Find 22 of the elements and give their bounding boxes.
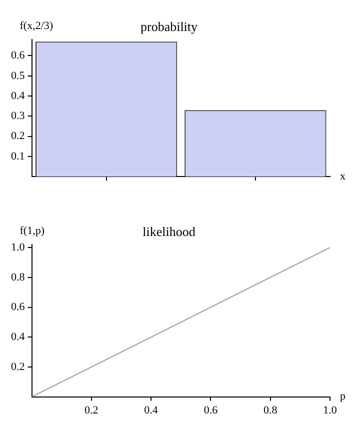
x-tick-label: 0.2 bbox=[84, 404, 98, 416]
y-tick-label: 0.6 bbox=[11, 50, 26, 62]
y-tick-label: 0.3 bbox=[11, 110, 26, 122]
y-tick-label: 0.8 bbox=[11, 271, 26, 284]
chart-title: probability bbox=[140, 19, 198, 34]
x-axis-title: p bbox=[340, 390, 346, 403]
y-axis-title: f(x,2/3) bbox=[20, 20, 54, 32]
y-tick-label: 0.1 bbox=[11, 150, 25, 162]
y-tick-label: 0.5 bbox=[11, 70, 26, 82]
chart-title: likelihood bbox=[142, 224, 196, 240]
y-tick-label: 1.0 bbox=[11, 241, 26, 254]
x-tick-label: 0.6 bbox=[204, 404, 218, 416]
x-tick-label: 0.8 bbox=[263, 404, 278, 416]
y-tick-label: 0.2 bbox=[11, 360, 25, 373]
x-tick-label: 1.0 bbox=[323, 404, 338, 416]
y-tick-label: 0.2 bbox=[11, 130, 25, 142]
y-axis-title: f(1,p) bbox=[20, 224, 45, 237]
y-tick-label: 0.6 bbox=[11, 301, 26, 314]
y-tick-label: 0.4 bbox=[11, 90, 26, 102]
x-tick-label: 0.4 bbox=[144, 404, 158, 416]
x-axis-title: x bbox=[340, 170, 346, 182]
y-tick-label: 0.4 bbox=[11, 331, 26, 344]
